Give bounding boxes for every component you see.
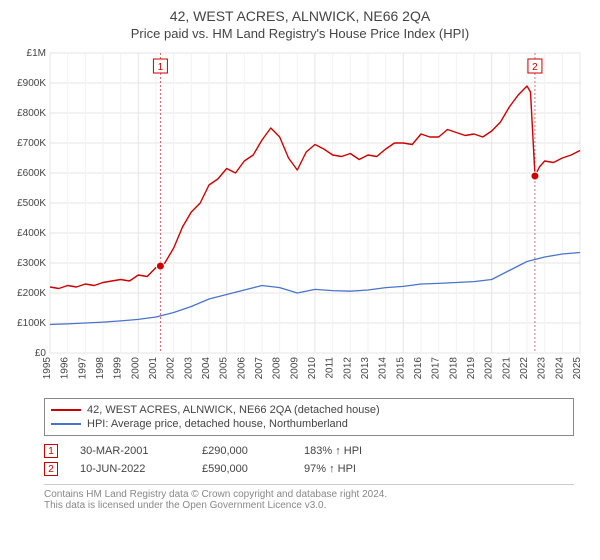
svg-text:2006: 2006 xyxy=(236,357,247,380)
chart-title: 42, WEST ACRES, ALNWICK, NE66 2QA xyxy=(6,8,594,24)
footer-line: This data is licensed under the Open Gov… xyxy=(44,500,574,511)
sale-delta: 97% ↑ HPI xyxy=(304,463,356,475)
svg-text:2005: 2005 xyxy=(219,357,230,380)
svg-text:£800K: £800K xyxy=(17,108,46,119)
svg-text:1997: 1997 xyxy=(77,357,88,380)
svg-text:2025: 2025 xyxy=(572,357,583,380)
sale-price: £590,000 xyxy=(202,463,282,475)
sale-date: 30-MAR-2001 xyxy=(80,445,180,457)
svg-text:£500K: £500K xyxy=(17,198,46,209)
sales-row: 1 30-MAR-2001 £290,000 183% ↑ HPI xyxy=(44,442,574,460)
sale-date: 10-JUN-2022 xyxy=(80,463,180,475)
svg-text:2023: 2023 xyxy=(537,357,548,380)
svg-text:1998: 1998 xyxy=(95,357,106,380)
legend: 42, WEST ACRES, ALNWICK, NE66 2QA (detac… xyxy=(44,398,574,436)
svg-text:2016: 2016 xyxy=(413,357,424,380)
svg-text:£700K: £700K xyxy=(17,138,46,149)
sale-marker-icon: 2 xyxy=(44,462,58,476)
legend-label: HPI: Average price, detached house, Nort… xyxy=(87,418,348,430)
svg-text:£600K: £600K xyxy=(17,168,46,179)
svg-text:2017: 2017 xyxy=(431,357,442,380)
svg-text:£200K: £200K xyxy=(17,288,46,299)
svg-text:£300K: £300K xyxy=(17,258,46,269)
svg-text:2022: 2022 xyxy=(519,357,530,380)
sale-marker-number: 1 xyxy=(48,446,54,457)
svg-text:2014: 2014 xyxy=(378,357,389,380)
svg-text:2012: 2012 xyxy=(342,357,353,380)
svg-text:2015: 2015 xyxy=(395,357,406,380)
svg-text:2019: 2019 xyxy=(466,357,477,380)
svg-text:2011: 2011 xyxy=(325,357,336,379)
svg-text:2: 2 xyxy=(532,62,538,73)
svg-text:2009: 2009 xyxy=(289,357,300,380)
svg-text:2000: 2000 xyxy=(130,357,141,380)
sales-table: 1 30-MAR-2001 £290,000 183% ↑ HPI 2 10-J… xyxy=(44,442,574,478)
footer: Contains HM Land Registry data © Crown c… xyxy=(44,484,574,511)
footer-line: Contains HM Land Registry data © Crown c… xyxy=(44,489,574,500)
svg-text:2013: 2013 xyxy=(360,357,371,380)
svg-text:1996: 1996 xyxy=(60,357,71,380)
legend-item: 42, WEST ACRES, ALNWICK, NE66 2QA (detac… xyxy=(51,403,567,417)
svg-text:1999: 1999 xyxy=(113,357,124,380)
sales-row: 2 10-JUN-2022 £590,000 97% ↑ HPI xyxy=(44,460,574,478)
sale-marker-icon: 1 xyxy=(44,444,58,458)
svg-text:2024: 2024 xyxy=(554,357,565,380)
svg-text:2001: 2001 xyxy=(148,357,159,380)
svg-text:£900K: £900K xyxy=(17,78,46,89)
legend-label: 42, WEST ACRES, ALNWICK, NE66 2QA (detac… xyxy=(87,404,380,416)
svg-text:2020: 2020 xyxy=(484,357,495,380)
svg-text:£100K: £100K xyxy=(17,318,46,329)
svg-text:2018: 2018 xyxy=(448,357,459,380)
svg-text:1995: 1995 xyxy=(42,357,53,380)
svg-text:1: 1 xyxy=(158,62,164,73)
chart-plot: £0£100K£200K£300K£400K£500K£600K£700K£80… xyxy=(6,47,594,392)
svg-text:2002: 2002 xyxy=(166,357,177,380)
svg-text:2004: 2004 xyxy=(201,357,212,380)
sale-marker-number: 2 xyxy=(48,464,54,475)
svg-text:2010: 2010 xyxy=(307,357,318,380)
svg-text:2003: 2003 xyxy=(183,357,194,380)
svg-text:2007: 2007 xyxy=(254,357,265,380)
legend-swatch xyxy=(51,409,81,411)
chart-subtitle: Price paid vs. HM Land Registry's House … xyxy=(6,26,594,41)
chart-container: 42, WEST ACRES, ALNWICK, NE66 2QA Price … xyxy=(0,0,600,560)
svg-text:£400K: £400K xyxy=(17,228,46,239)
sale-price: £290,000 xyxy=(202,445,282,457)
svg-text:£1M: £1M xyxy=(27,48,46,59)
sale-delta: 183% ↑ HPI xyxy=(304,445,362,457)
svg-text:2008: 2008 xyxy=(272,357,283,380)
svg-text:2021: 2021 xyxy=(501,357,512,380)
legend-item: HPI: Average price, detached house, Nort… xyxy=(51,417,567,431)
chart-svg: £0£100K£200K£300K£400K£500K£600K£700K£80… xyxy=(6,47,594,387)
legend-swatch xyxy=(51,423,81,425)
